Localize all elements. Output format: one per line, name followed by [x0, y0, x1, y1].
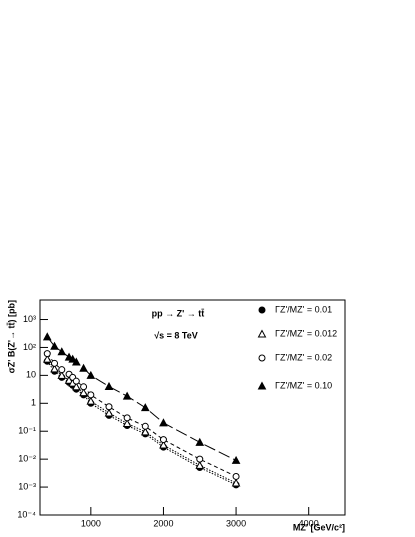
data-point — [122, 391, 132, 400]
legend-marker — [258, 354, 266, 362]
annotation: pp → Z' → tt̄ — [152, 308, 205, 318]
plot-frame — [39, 299, 346, 516]
data-point — [86, 370, 96, 379]
data-point — [140, 403, 150, 412]
data-point — [232, 472, 240, 480]
data-point — [50, 364, 59, 373]
y-tick-label: 1 — [31, 398, 36, 408]
data-point — [195, 437, 205, 446]
y-tick-label: 10⁻¹ — [18, 426, 36, 436]
legend-label: ΓZ'/MZ' = 0.01 — [275, 304, 332, 314]
legend-marker — [257, 381, 267, 390]
x-tick-label: 1000 — [81, 518, 101, 528]
data-point — [42, 332, 52, 341]
data-point — [86, 396, 96, 405]
data-point — [80, 383, 88, 391]
data-point — [72, 377, 80, 385]
data-point — [159, 440, 168, 449]
data-point — [43, 350, 51, 358]
legend-marker — [257, 329, 267, 338]
series-line — [46, 358, 237, 484]
data-point — [71, 357, 81, 366]
y-tick-label: 10 — [26, 370, 36, 380]
data-point — [104, 408, 114, 417]
series-line — [46, 353, 237, 477]
y-tick-label: 10⁻³ — [18, 481, 36, 491]
data-point — [105, 403, 113, 411]
y-tick-label: 10² — [23, 342, 36, 352]
x-tick-label: 4000 — [299, 518, 319, 528]
data-point — [71, 382, 81, 391]
data-point — [58, 366, 66, 374]
data-point — [50, 341, 59, 350]
legend-label: ΓZ'/MZ' = 0.10 — [275, 380, 332, 390]
y-tick-label: 10³ — [23, 314, 36, 324]
annotation: √s = 8 TeV — [154, 330, 198, 340]
legend-label: ΓZ'/MZ' = 0.012 — [275, 328, 337, 338]
data-point — [159, 418, 168, 427]
data-point — [123, 414, 131, 422]
data-point — [122, 418, 132, 427]
data-point — [57, 370, 67, 379]
data-point — [79, 363, 88, 372]
data-point — [42, 354, 52, 363]
data-point — [79, 388, 88, 397]
x-tick-label: 3000 — [226, 518, 246, 528]
data-point — [195, 460, 205, 469]
data-point — [104, 381, 114, 390]
data-point — [57, 347, 67, 356]
x-tick-label: 2000 — [153, 518, 173, 528]
legend-label: ΓZ'/MZ' = 0.02 — [275, 352, 332, 362]
data-point — [141, 422, 149, 430]
data-point — [68, 354, 78, 363]
y-tick-label: 10⁻² — [18, 454, 36, 464]
series-line — [46, 336, 237, 461]
data-point — [159, 436, 167, 444]
data-point — [87, 391, 95, 399]
data-point — [231, 455, 241, 464]
legend-marker — [258, 306, 266, 314]
series-line — [46, 360, 237, 486]
data-point — [231, 478, 241, 487]
x-axis-label: MZ' [GeV/c²] — [293, 522, 345, 532]
data-point — [51, 359, 59, 367]
y-tick-label: 10⁻⁴ — [17, 509, 36, 519]
data-point — [196, 455, 204, 463]
y-axis-label: σZ' B(Z'→ tt̄) [pb] — [6, 300, 16, 373]
data-point — [140, 427, 150, 436]
